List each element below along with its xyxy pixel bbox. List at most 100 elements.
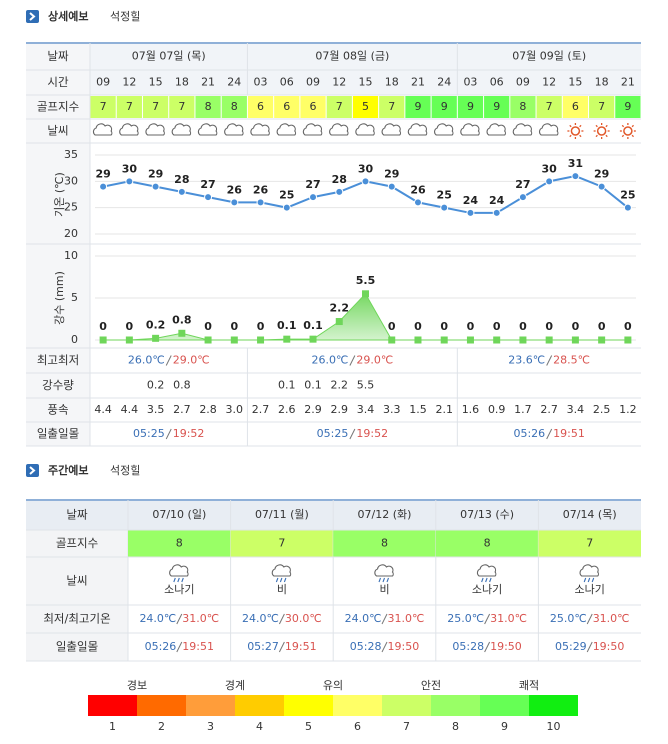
y-tick-label: 10: [64, 249, 78, 262]
section-place: 석정힐: [110, 10, 140, 23]
weather-icon: [539, 123, 559, 136]
sun-ray: [595, 134, 598, 138]
temp-point: [335, 187, 344, 196]
pair-second: 19:52: [356, 427, 388, 440]
rain-label: 0.8: [172, 313, 192, 326]
row-label: 일출일몰: [56, 640, 98, 654]
time: 24: [227, 76, 241, 89]
y-axis-label: 강수 (mm): [53, 271, 66, 325]
sun: [623, 126, 633, 136]
y-tick-label: 5: [71, 291, 78, 304]
day-date: 07월 09일 (토): [512, 49, 586, 63]
wind-speed: 1.5: [409, 403, 427, 416]
weather-icon: [619, 123, 636, 139]
cloud: [276, 123, 297, 136]
cloud: [171, 123, 192, 136]
rain-label: 0: [257, 320, 265, 333]
pair-second: 19:51: [182, 640, 214, 653]
golf-cell: [484, 96, 510, 118]
time: 12: [542, 76, 556, 89]
pair-second: 29.0℃: [356, 354, 393, 367]
wind-speed: 3.4: [357, 403, 375, 416]
row-label: 일출일몰: [37, 427, 79, 441]
cloud: [169, 564, 189, 577]
weather-icon: [119, 123, 139, 136]
rain-amount: 0.1: [278, 379, 296, 392]
pair-first: 24.0℃: [242, 612, 279, 625]
y-tick-label: 0: [71, 333, 78, 346]
golf-index: 6: [283, 100, 290, 113]
legend-swatch: [382, 695, 431, 716]
pair-slash: [484, 613, 491, 625]
pair-second: 19:52: [173, 427, 205, 440]
rain-label: 0: [126, 320, 134, 333]
row-label: 최고최저: [37, 353, 79, 367]
pair-first: 05:28: [452, 640, 484, 653]
y-tick-label: 35: [64, 148, 78, 161]
golf-index: 7: [336, 100, 343, 113]
label-col-bg: [26, 530, 128, 661]
sun: [596, 126, 607, 136]
golf-index: 9: [467, 100, 474, 113]
pair-slash: [278, 641, 285, 653]
rain-amount: 5.5: [357, 379, 375, 392]
rain-point: [283, 335, 291, 343]
golf-index: 7: [100, 100, 107, 113]
legend-label: 쾌적: [519, 679, 539, 692]
golf-index: 7: [152, 100, 159, 113]
rain-label: 0: [598, 320, 606, 333]
temp-point: [256, 198, 265, 207]
pair-first: 05:26: [513, 427, 545, 440]
golf-cell: [142, 96, 169, 118]
rain-point: [414, 336, 422, 344]
cloud: [374, 564, 394, 577]
golf-index: 9: [493, 100, 500, 113]
rain-point: [598, 336, 606, 344]
sun-ray: [621, 134, 625, 138]
weather-icon: [476, 564, 497, 583]
legend-level: 7: [403, 720, 410, 733]
rain-point: [257, 336, 265, 344]
day-date: 07월 08일 (금): [315, 49, 389, 63]
weather-icon: [224, 123, 244, 136]
golf-cell: [326, 96, 352, 118]
time: 12: [332, 76, 346, 89]
rain-area: [103, 292, 628, 341]
top-border: [26, 42, 641, 44]
temp-label: 28: [332, 173, 347, 186]
cloud: [329, 123, 349, 136]
golf-cell: [333, 530, 436, 557]
sun: [570, 126, 581, 136]
week-date: 07/14 (목): [563, 508, 617, 521]
legend-level: 2: [158, 720, 165, 733]
rain-point: [624, 336, 632, 344]
wind-speed: 1.2: [619, 403, 637, 416]
legend-label: 경계: [225, 679, 245, 692]
row-label: 강수량: [42, 378, 74, 392]
golf-cell: [352, 96, 379, 118]
pair-first: 05:28: [350, 640, 382, 653]
sun-ray: [569, 134, 572, 138]
rain-drop: [386, 577, 390, 583]
golf-index: 7: [278, 537, 285, 550]
weather-icon: [460, 123, 480, 136]
row-label: 골프지수: [56, 536, 98, 550]
wind-speed: 4.4: [94, 403, 112, 416]
golf-index: 7: [598, 100, 605, 113]
rain-label: 0: [493, 320, 501, 333]
row-label: 풍속: [47, 403, 68, 417]
temp-label: 30: [122, 162, 138, 175]
cloud: [197, 123, 218, 136]
golf-cell: [116, 96, 142, 118]
golf-index: 6: [310, 100, 317, 113]
time: 09: [96, 76, 110, 89]
golf-index: 8: [484, 537, 491, 550]
legend-swatch: [284, 695, 333, 716]
section-title: 상세예보: [48, 9, 88, 23]
rain-label: 0: [519, 320, 527, 333]
rain-drop: [382, 577, 386, 583]
week-weather: 비: [277, 583, 287, 596]
pair-slash: [165, 428, 172, 440]
weather-icon: [593, 123, 610, 139]
row-label: 날짜: [66, 508, 88, 522]
